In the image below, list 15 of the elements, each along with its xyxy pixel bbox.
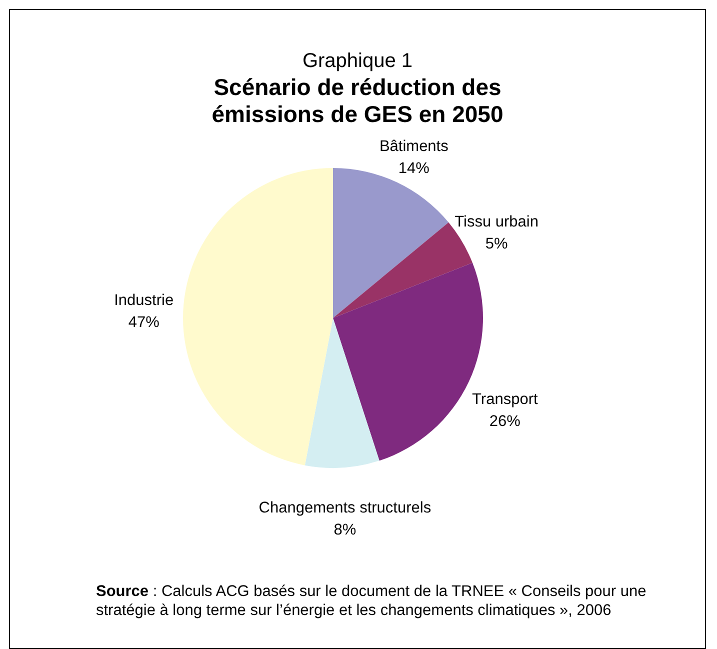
slice-label: Industrie (114, 292, 174, 310)
data-label: 8% (334, 522, 356, 539)
data-label: 14% (398, 160, 430, 178)
slice-label: Bâtiments (379, 138, 449, 156)
chart-title: Graphique 1 (302, 50, 413, 72)
source-note: Source : Calculs ACG basés sur le document de la TRNEE « Conseils pour une stratégie à long terme sur l’énergie et les changements climatiques », 2006 (96, 582, 648, 620)
data-label: 26% (489, 412, 521, 430)
pie-slice (183, 168, 333, 466)
slice-label: Tissu urbain (454, 213, 538, 230)
pie-slice (304, 318, 380, 468)
slice-label: Changements structurels (258, 500, 432, 517)
slice-label: Transport (472, 390, 538, 408)
data-label: 5% (485, 235, 508, 252)
chart-subtitle: Scénario de réduction des émissions de GES en 2050 (212, 74, 504, 128)
data-label: 47% (128, 314, 160, 332)
